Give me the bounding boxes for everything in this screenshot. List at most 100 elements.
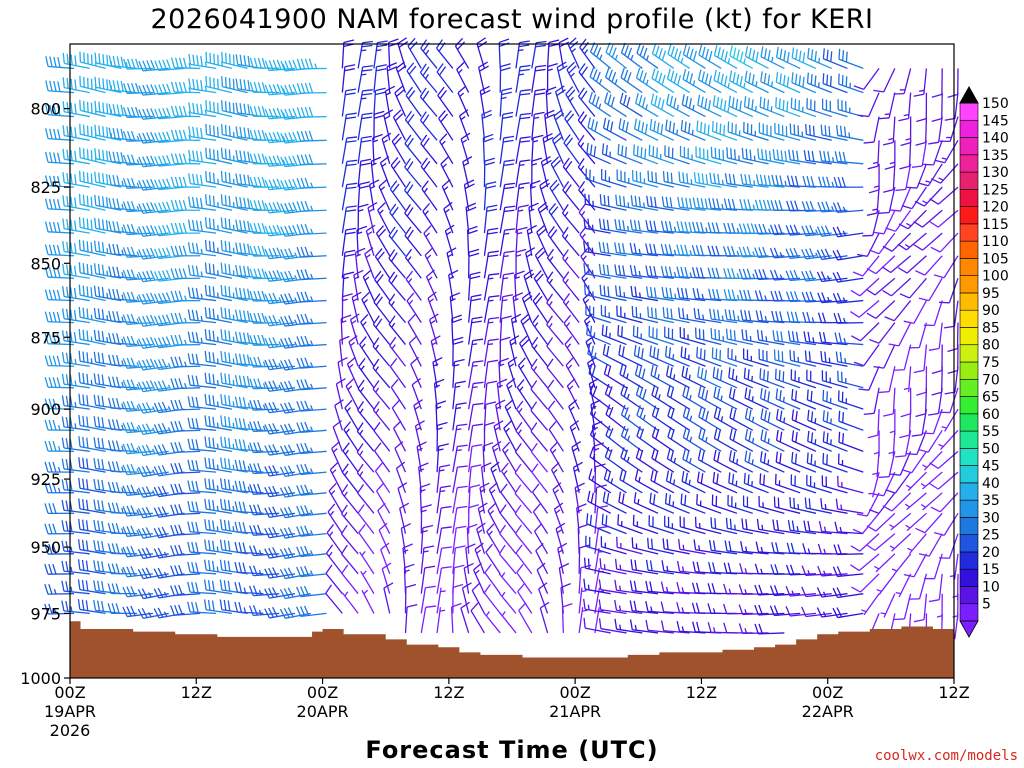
wind-barb <box>452 485 468 514</box>
wind-barb <box>343 421 359 452</box>
wind-barb <box>296 505 327 517</box>
wind-barb <box>170 312 201 324</box>
wind-barb <box>801 224 832 237</box>
x-tick-label: 00Z <box>559 683 590 702</box>
wind-barb <box>947 344 959 375</box>
wind-barb <box>296 223 327 235</box>
wind-barb <box>170 334 201 346</box>
wind-barb <box>78 498 106 514</box>
wind-barb <box>629 219 659 234</box>
wind-barb <box>918 533 943 557</box>
wind-barb <box>894 593 912 621</box>
wind-barb <box>234 541 264 555</box>
wind-barb <box>889 512 912 531</box>
wind-barb <box>122 177 153 189</box>
wind-barb <box>436 505 452 534</box>
wind-barb <box>512 292 524 323</box>
colorbar-swatch <box>959 137 979 156</box>
wind-barb <box>817 565 848 577</box>
wind-barb <box>531 64 547 93</box>
wind-barb <box>676 560 706 575</box>
wind-barb <box>743 367 769 389</box>
wind-barb <box>361 291 375 323</box>
wind-barb <box>664 345 690 367</box>
wind-barb <box>264 224 296 237</box>
credit-link[interactable]: coolwx.com/models <box>875 748 1018 764</box>
wind-barb <box>775 71 801 94</box>
wind-barb <box>451 314 463 345</box>
y-tick-label: 925 <box>30 470 61 489</box>
wind-barb <box>816 587 848 598</box>
wind-barb <box>485 543 501 575</box>
wind-barb <box>822 410 848 431</box>
wind-barb <box>515 64 531 93</box>
wind-barb <box>170 504 201 516</box>
wind-barb <box>94 194 122 211</box>
wind-barb <box>583 598 611 615</box>
wind-barb <box>329 462 343 494</box>
wind-barb <box>650 470 675 494</box>
wind-barb <box>667 43 691 69</box>
wind-barb <box>561 603 573 633</box>
wind-barb <box>187 309 217 324</box>
wind-barb <box>536 224 549 257</box>
wind-barb <box>713 407 738 431</box>
wind-barb <box>430 335 441 367</box>
wind-barb <box>503 420 517 452</box>
wind-barb <box>419 63 438 94</box>
wind-barb <box>404 248 422 279</box>
wind-barb <box>724 309 753 324</box>
wind-barb <box>388 315 407 345</box>
wind-barb <box>234 375 264 389</box>
wind-barb <box>234 562 264 575</box>
wind-barb <box>620 42 643 69</box>
wind-barb <box>837 370 864 389</box>
wind-barb <box>296 357 327 369</box>
wind-barb <box>79 147 106 165</box>
colorbar-label: 130 <box>982 165 1009 181</box>
wind-barb <box>423 225 438 257</box>
wind-barb <box>696 471 722 494</box>
wind-barb <box>850 277 880 297</box>
colorbar-label: 20 <box>982 545 1000 561</box>
wind-barb <box>929 209 959 228</box>
wind-barb <box>531 314 549 345</box>
wind-barb <box>138 292 169 305</box>
wind-barb <box>467 316 483 345</box>
wind-barb <box>296 605 327 618</box>
wind-barb <box>187 541 217 555</box>
wind-barb <box>154 59 185 71</box>
wind-barb <box>499 159 515 188</box>
wind-barb <box>234 480 264 494</box>
wind-barb <box>680 493 706 514</box>
wind-barb <box>549 179 564 211</box>
wind-barb <box>616 305 643 324</box>
wind-barb <box>249 245 280 257</box>
wind-barb <box>868 492 896 514</box>
wind-barb <box>468 423 484 452</box>
wind-barb <box>170 176 201 188</box>
wind-barb <box>869 232 896 255</box>
wind-barb <box>264 465 296 477</box>
wind-barb <box>108 151 138 165</box>
wind-barb <box>531 111 545 141</box>
wind-barb <box>372 315 391 345</box>
wind-barb <box>467 294 482 323</box>
wind-barb <box>479 85 491 117</box>
wind-barb <box>713 449 738 473</box>
wind-barb <box>122 421 153 434</box>
wind-barb <box>661 560 690 575</box>
wind-barb <box>588 363 612 389</box>
wind-barb <box>944 92 959 121</box>
wind-barb <box>483 227 499 256</box>
wind-barb <box>499 294 514 323</box>
wind-barb <box>170 222 201 234</box>
wind-barb <box>665 119 690 141</box>
colorbar-swatch <box>959 378 979 397</box>
wind-barb <box>562 293 580 324</box>
wind-barb <box>618 344 643 367</box>
wind-barb <box>235 287 264 302</box>
wind-barb <box>476 522 486 555</box>
wind-barb <box>138 178 169 191</box>
